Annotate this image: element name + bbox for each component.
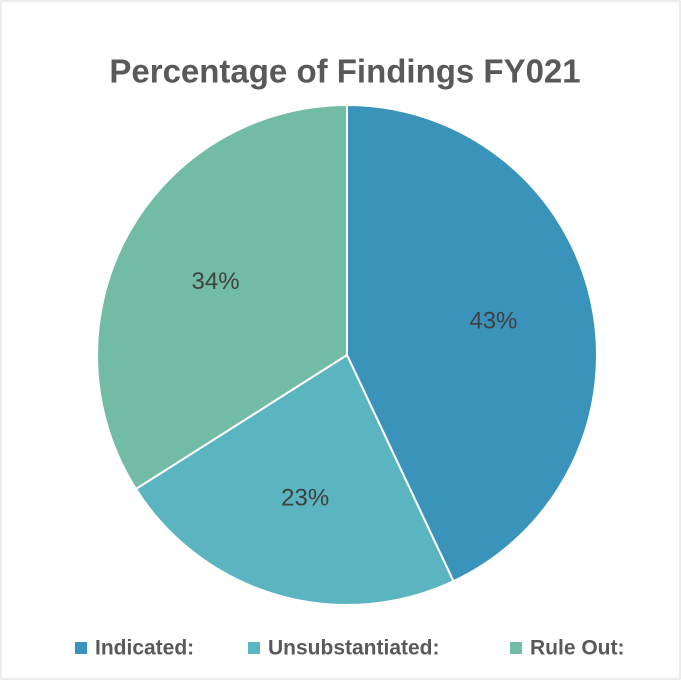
legend-swatch <box>75 642 87 654</box>
pie-slice <box>134 353 455 606</box>
legend-swatch <box>510 642 522 654</box>
legend-label: Unsubstantiated: <box>268 637 440 660</box>
data-label: 43% <box>469 308 517 335</box>
pie-slice <box>96 103 348 491</box>
legend-label: Indicated: <box>95 637 194 660</box>
data-label: 23% <box>281 484 329 511</box>
legend-swatch <box>248 642 260 654</box>
pie-slice <box>346 103 598 583</box>
legend-label: Rule Out: <box>530 637 625 660</box>
chart-title: Percentage of Findings FY021 <box>109 53 580 90</box>
data-label: 34% <box>192 268 240 295</box>
